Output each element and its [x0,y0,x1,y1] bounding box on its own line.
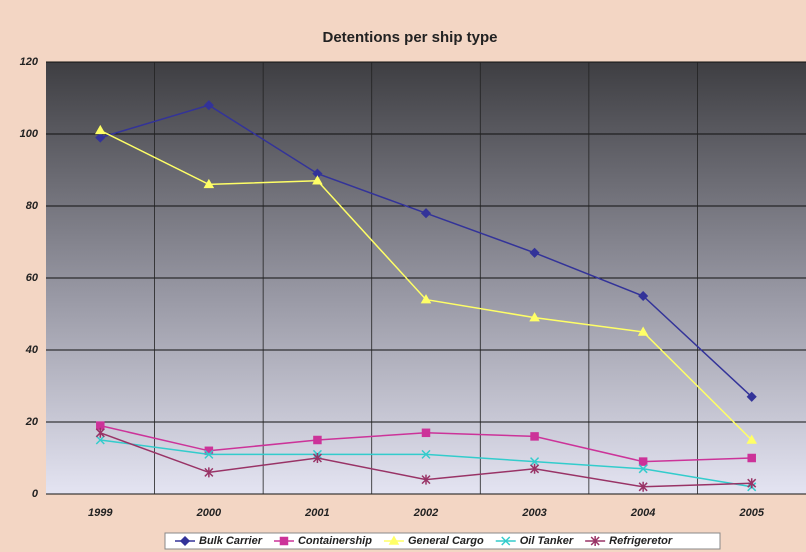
point-marker [529,247,540,258]
point-marker [638,457,648,466]
point-marker [529,312,540,322]
x-tick-label: 2002 [413,507,438,519]
point-marker [530,432,539,441]
point-marker [421,449,431,459]
x-tick-label: 2003 [521,507,546,519]
legend-marker [590,536,600,546]
point-marker [637,326,649,336]
legend-marker [501,536,511,546]
point-marker [421,474,431,485]
y-tick-label: 20 [25,416,39,428]
point-marker [95,427,105,438]
chart-title: Detentions per ship type [322,29,497,46]
point-marker [203,178,215,189]
point-marker [95,435,105,445]
x-tick-label: 2001 [304,507,329,519]
point-marker [420,294,432,304]
point-marker [746,434,758,444]
point-marker [95,132,106,143]
x-tick-label: 1999 [88,507,113,519]
point-marker [530,463,540,474]
y-tick-label: 40 [25,344,39,356]
point-marker [638,290,649,302]
legend-marker [279,536,289,546]
point-marker [638,464,648,474]
point-marker [747,453,756,463]
legend-label: General Cargo [408,535,484,547]
point-marker [746,391,757,402]
y-tick-label: 100 [20,128,39,140]
point-marker [747,478,757,489]
point-marker [204,467,214,478]
point-marker [530,457,540,467]
legend-label: Bulk Carrier [199,535,263,547]
point-marker [204,449,214,459]
legend-marker [179,535,191,547]
legend-marker [388,535,400,545]
point-marker [203,100,214,111]
point-marker [312,453,322,463]
point-marker [313,435,322,445]
x-tick-label: 2005 [738,507,764,519]
legend-box [164,532,721,550]
legend-label: Oil Tanker [520,535,574,547]
x-tick-label: 2004 [630,507,655,519]
point-marker [312,175,323,185]
y-tick-label: 0 [32,488,39,500]
legend-label: Containership [298,535,372,547]
y-tick-label: 60 [26,272,39,284]
x-tick-label: 2000 [196,507,222,519]
point-marker [94,124,106,135]
point-marker [421,428,431,438]
point-marker [638,481,648,492]
y-tick-label: 80 [26,200,39,212]
point-marker [204,446,214,456]
legend-label: Refrigeretor [609,535,673,547]
point-marker [420,208,432,219]
y-tick-label: 120 [20,56,39,68]
